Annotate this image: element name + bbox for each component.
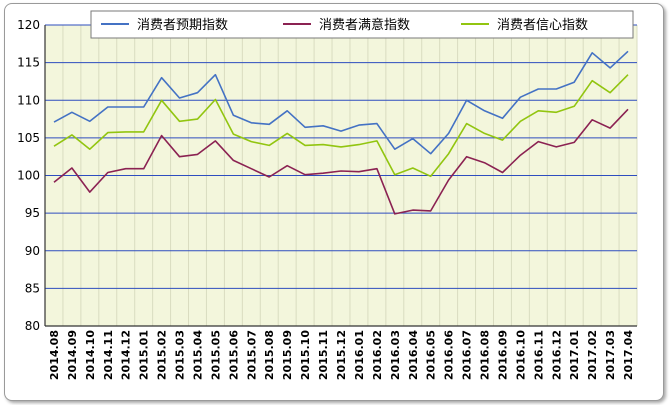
y-tick-label: 105 [17,131,40,145]
y-tick-label: 120 [17,18,40,32]
line-chart: 80 85 90 95 100 105 110 115 120 2014.08 2014.09 20… [17,10,638,380]
x-tick-label: 2015.08 [263,330,276,380]
x-tick-label: 2014.09 [66,330,79,380]
x-tick-label: 2016.02 [371,330,384,380]
x-tick-label: 2016.12 [550,330,563,380]
x-tick-label: 2016.10 [514,330,527,380]
x-tick-label: 2017.04 [622,330,635,380]
y-tick-label: 90 [25,244,40,258]
x-tick-label: 2017.02 [586,330,599,380]
legend-label-3: 消费者信心指数 [497,18,588,33]
series-line-2 [53,108,629,215]
x-tick-label: 2014.12 [120,330,133,380]
x-tick-label: 2016.03 [389,330,402,380]
x-tick-label: 2015.05 [209,330,222,380]
x-tick-label: 2015.10 [299,330,312,380]
series-line-1 [53,50,629,155]
x-tick-label: 2015.12 [335,330,348,380]
x-tick-label: 2017.01 [568,330,581,380]
x-tick-label: 2016.07 [461,330,474,380]
y-tick-label: 110 [17,93,40,107]
legend-label-1: 消费者预期指数 [137,18,228,33]
x-tick-label: 2015.01 [138,330,151,380]
x-tick-label: 2016.11 [532,330,545,380]
x-tick-label: 2015.02 [156,330,169,380]
x-tick-label: 2016.04 [407,330,420,380]
x-tick-label: 2016.06 [443,330,456,380]
legend-box [90,10,634,39]
x-tick-label: 2016.01 [353,330,366,380]
x-tick-label: 2015.09 [281,330,294,380]
chart-frame: 80 85 90 95 100 105 110 115 120 2014.08 2014.09 20… [4,3,664,401]
x-tick-label: 2014.08 [48,330,61,380]
series-line-3 [53,74,629,178]
x-tick-label: 2016.08 [479,330,492,380]
y-tick-label: 80 [25,319,40,333]
x-tick-label: 2015.06 [227,330,240,380]
y-tick-label: 115 [17,56,40,70]
x-tick-label: 2015.11 [317,330,330,380]
x-tick-label: 2016.09 [496,330,509,380]
y-tick-label: 85 [25,281,40,295]
y-tick-label: 100 [17,169,40,183]
y-tick-label: 95 [25,206,40,220]
legend-label-2: 消费者满意指数 [319,17,410,33]
x-tick-label: 2015.07 [245,330,258,380]
x-tick-label: 2015.04 [191,330,204,380]
x-tick-label: 2016.05 [425,330,438,380]
x-tick-label: 2014.10 [84,330,97,380]
x-tick-label: 2015.03 [174,330,187,380]
x-tick-label: 2014.11 [102,330,115,380]
x-tick-label: 2017.03 [604,330,617,380]
